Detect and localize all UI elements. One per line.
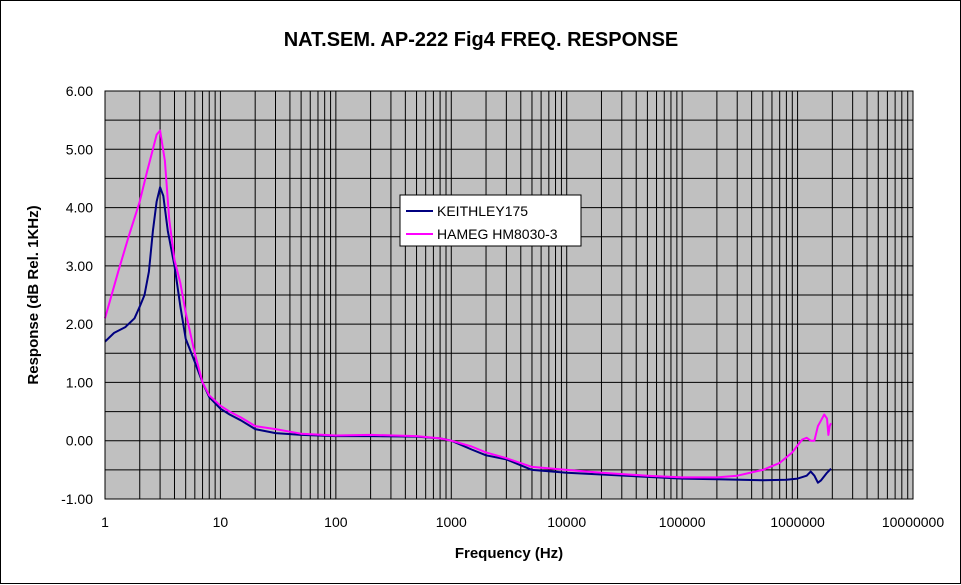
y-axis-title: Response (dB Rel. 1KHz): [25, 205, 42, 384]
x-tick-label: 10000000: [882, 514, 945, 530]
legend-box: [399, 194, 582, 247]
x-tick-label: 1000: [436, 514, 467, 530]
x-tick-label: 1: [101, 514, 109, 530]
y-tick-label: 2.00: [66, 316, 93, 332]
x-tick-label: 100000: [659, 514, 706, 530]
chart-title: NAT.SEM. AP-222 Fig4 FREQ. RESPONSE: [284, 29, 679, 51]
x-tick-label: 100: [324, 514, 348, 530]
plot-border: [104, 90, 914, 500]
series-line-1: [104, 129, 832, 479]
legend: KEITHLEY175 HAMEG HM8030-3: [399, 194, 582, 247]
y-tick-labels: 6.00 5.00 4.00 3.00 2.00 1.00 0.00 -1.00: [61, 83, 93, 507]
y-tick-label: 6.00: [66, 83, 93, 99]
x-tick-labels: 1 10 100 1000 10000 100000 1000000 10000000: [101, 514, 944, 530]
series-layer: [104, 129, 832, 484]
y-tick-label: 4.00: [66, 200, 93, 216]
legend-label-hameg: HAMEG HM8030-3: [437, 226, 558, 242]
x-tick-label: 10000: [547, 514, 586, 530]
y-tick-label: -1.00: [61, 491, 93, 507]
y-tick-label: 3.00: [66, 258, 93, 274]
y-tick-label: 1.00: [66, 374, 93, 390]
x-tick-label: 10: [213, 514, 229, 530]
y-tick-label: 0.00: [66, 433, 93, 449]
x-axis-title: Frequency (Hz): [455, 545, 563, 562]
legend-label-keithley: KEITHLEY175: [437, 203, 528, 219]
x-tick-label: 1000000: [770, 514, 825, 530]
y-tick-label: 5.00: [66, 141, 93, 157]
